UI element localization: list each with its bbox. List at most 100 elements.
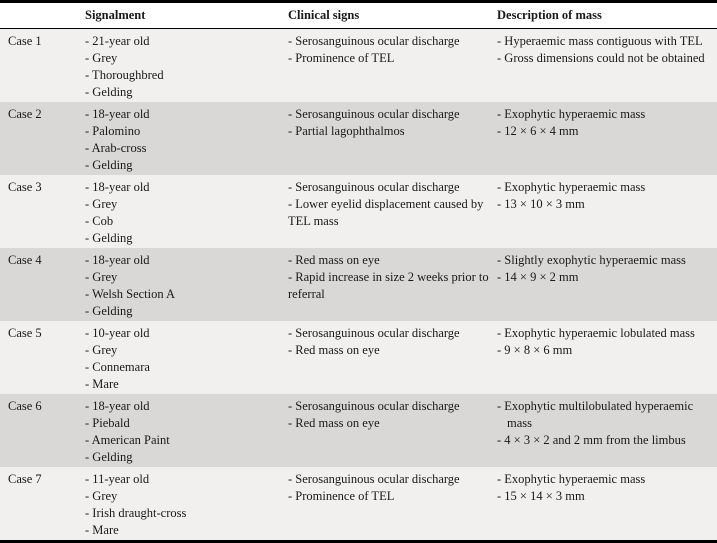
table-row: Case 7 - 11-year old - Grey - Irish draugh… (0, 467, 717, 540)
signalment-item: - 18-year old (85, 399, 150, 413)
header-case (0, 3, 85, 28)
signalment-list: - 18-year old - Piebald - American Paint - … (85, 398, 282, 466)
case-label: Case 1 (8, 34, 42, 48)
signalment-item: - Gelding (85, 450, 133, 464)
clinical-signs-cell: - Serosanguinous ocular discharge - Promi… (288, 467, 497, 540)
description-cell: - Exophytic hyperaemic mass - 12 × 6 × 4 … (497, 102, 717, 175)
signalment-item: - 18-year old (85, 253, 150, 267)
signalment-item: - Grey (85, 270, 118, 284)
signalment-list: - 11-year old - Grey - Irish draught-cross… (85, 471, 282, 539)
signalment-list: - 21-year old - Grey - Thoroughbred - Geldi… (85, 33, 282, 101)
description-item: - Exophytic hyperaemic mass (497, 180, 646, 194)
table-row: Case 6 - 18-year old - Piebald - American … (0, 394, 717, 467)
description-item: - 12 × 6 × 4 mm (497, 124, 579, 138)
table-row: Case 1 - 21-year old - Grey - Thoroughbred… (0, 29, 717, 102)
signalment-list: - 18-year old - Grey - Cob - Gelding (85, 179, 282, 247)
clinical-sign-item: - Partial lagophthalmos (288, 124, 405, 138)
signalment-item: - Cob (85, 214, 114, 228)
case-label: Case 6 (8, 399, 42, 413)
description-item: - Gross dimensions could not be obtained (497, 51, 705, 65)
signalment-item: - Grey (85, 343, 118, 357)
signalment-item: - Arab-cross (85, 141, 147, 155)
signalment-item: - Irish draught-cross (85, 506, 187, 520)
description-list: - Exophytic multilobulated hyperaemic ma… (497, 398, 711, 449)
table-header-row: Signalment Clinical signs Description of… (0, 3, 717, 29)
signalment-item: - 21-year old (85, 34, 150, 48)
signalment-item: - American Paint (85, 433, 170, 447)
clinical-sign-item: - Red mass on eye (288, 416, 380, 430)
clinical-sign-item: - Red mass on eye (288, 343, 380, 357)
case-label: Case 7 (8, 472, 42, 486)
clinical-sign-item: - Lower eyelid displacement caused by TE… (288, 197, 484, 228)
description-item: - Slightly exophytic hyperaemic mass (497, 253, 686, 267)
clinical-signs-list: - Serosanguinous ocular discharge - Red m… (288, 325, 491, 359)
description-list: - Exophytic hyperaemic lobulated mass - 9… (497, 325, 711, 359)
signalment-item: - Piebald (85, 416, 130, 430)
signalment-item: - 10-year old (85, 326, 150, 340)
description-cell: - Exophytic hyperaemic lobulated mass - 9… (497, 321, 717, 394)
clinical-signs-list: - Serosanguinous ocular discharge - Red m… (288, 398, 491, 432)
description-cell: - Slightly exophytic hyperaemic mass - 14… (497, 248, 717, 321)
case-label: Case 2 (8, 107, 42, 121)
table-body: Case 1 - 21-year old - Grey - Thoroughbred… (0, 29, 717, 540)
clinical-signs-list: - Serosanguinous ocular discharge - Lower… (288, 179, 491, 230)
clinical-sign-item: - Prominence of TEL (288, 489, 395, 503)
description-list: - Exophytic hyperaemic mass - 13 × 10 × 3… (497, 179, 711, 213)
description-item: - Exophytic hyperaemic mass (497, 472, 646, 486)
description-item: - 4 × 3 × 2 and 2 mm from the limbus (497, 433, 686, 447)
signalment-list: - 18-year old - Grey - Welsh Section A - Ge… (85, 252, 282, 320)
description-cell: - Exophytic hyperaemic mass - 13 × 10 × 3… (497, 175, 717, 248)
clinical-signs-list: - Serosanguinous ocular discharge - Parti… (288, 106, 491, 140)
clinical-signs-cell: - Serosanguinous ocular discharge - Promi… (288, 29, 497, 102)
signalment-item: - Grey (85, 197, 118, 211)
signalment-cell: - 10-year old - Grey - Connemara - Mare (85, 321, 288, 394)
signalment-cell: - 11-year old - Grey - Irish draught-cross… (85, 467, 288, 540)
signalment-item: - 11-year old (85, 472, 150, 486)
description-item: - 14 × 9 × 2 mm (497, 270, 579, 284)
signalment-item: - Palomino (85, 124, 141, 138)
clinical-signs-list: - Serosanguinous ocular discharge - Promi… (288, 471, 491, 505)
description-cell: - Exophytic multilobulated hyperaemic ma… (497, 394, 717, 467)
description-list: - Hyperaemic mass contiguous with TEL - G… (497, 33, 711, 67)
clinical-sign-item: - Serosanguinous ocular discharge (288, 107, 460, 121)
clinical-signs-cell: - Serosanguinous ocular discharge - Parti… (288, 102, 497, 175)
signalment-cell: - 18-year old - Piebald - American Paint - … (85, 394, 288, 467)
description-cell: - Hyperaemic mass contiguous with TEL - G… (497, 29, 717, 102)
clinical-signs-cell: - Serosanguinous ocular discharge - Lower… (288, 175, 497, 248)
signalment-item: - 18-year old (85, 180, 150, 194)
clinical-sign-item: - Serosanguinous ocular discharge (288, 472, 460, 486)
signalment-item: - Connemara (85, 360, 150, 374)
signalment-item: - Grey (85, 489, 118, 503)
description-cell: - Exophytic hyperaemic mass - 15 × 14 × 3… (497, 467, 717, 540)
clinical-sign-item: - Serosanguinous ocular discharge (288, 326, 460, 340)
clinical-sign-item: - Red mass on eye (288, 253, 380, 267)
clinical-sign-item: - Prominence of TEL (288, 51, 395, 65)
signalment-list: - 10-year old - Grey - Connemara - Mare (85, 325, 282, 393)
description-item: - Exophytic multilobulated hyperaemic ma… (497, 399, 694, 430)
clinical-sign-item: - Serosanguinous ocular discharge (288, 399, 460, 413)
clinical-signs-cell: - Red mass on eye - Rapid increase in siz… (288, 248, 497, 321)
clinical-signs-list: - Red mass on eye - Rapid increase in siz… (288, 252, 491, 303)
description-item: - 15 × 14 × 3 mm (497, 489, 585, 503)
case-label: Case 5 (8, 326, 42, 340)
signalment-item: - Gelding (85, 304, 133, 318)
clinical-signs-cell: - Serosanguinous ocular discharge - Red m… (288, 394, 497, 467)
header-signalment: Signalment (85, 8, 146, 22)
clinical-signs-list: - Serosanguinous ocular discharge - Promi… (288, 33, 491, 67)
description-item: - 13 × 10 × 3 mm (497, 197, 585, 211)
signalment-cell: - 18-year old - Palomino - Arab-cross - Gel… (85, 102, 288, 175)
signalment-item: - Gelding (85, 231, 133, 245)
signalment-item: - Welsh Section A (85, 287, 176, 301)
clinical-signs-cell: - Serosanguinous ocular discharge - Red m… (288, 321, 497, 394)
case-label: Case 3 (8, 180, 42, 194)
clinical-sign-item: - Serosanguinous ocular discharge (288, 34, 460, 48)
table-row: Case 5 - 10-year old - Grey - Connemara - M… (0, 321, 717, 394)
table-row: Case 2 - 18-year old - Palomino - Arab-cro… (0, 102, 717, 175)
description-item: - Exophytic hyperaemic mass (497, 107, 646, 121)
header-clinical-signs: Clinical signs (288, 8, 360, 22)
table-row: Case 4 - 18-year old - Grey - Welsh Sectio… (0, 248, 717, 321)
header-description-of-mass: Description of mass (497, 8, 602, 22)
description-item: - Hyperaemic mass contiguous with TEL (497, 34, 703, 48)
signalment-item: - Mare (85, 377, 119, 391)
